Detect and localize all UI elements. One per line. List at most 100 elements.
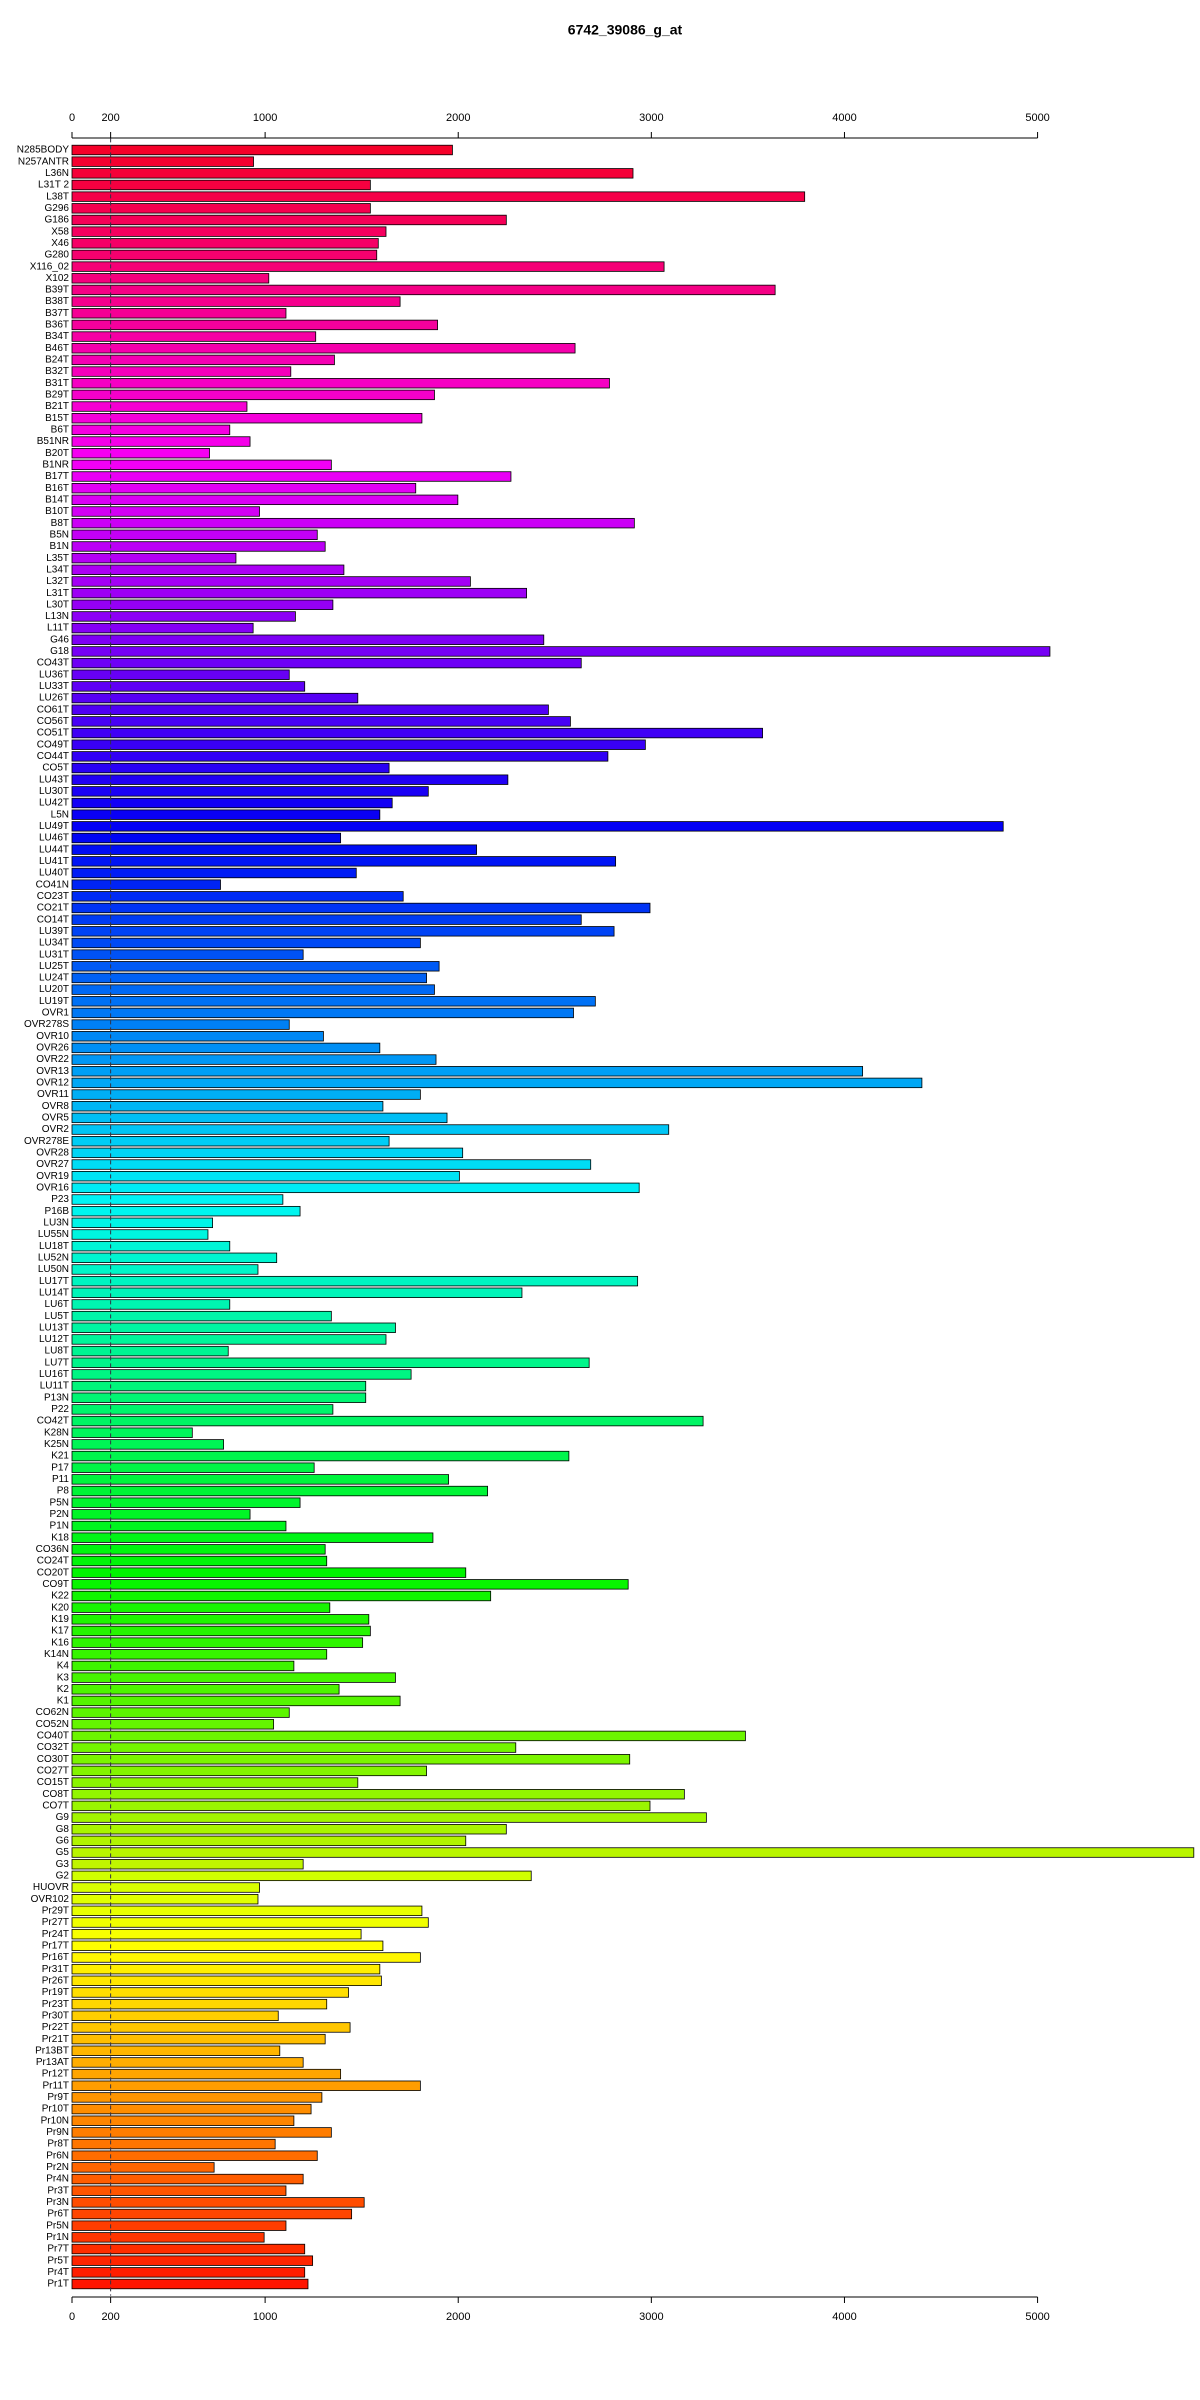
y-tick-label: LU11T [40, 1381, 69, 1392]
y-tick-label: LU25T [39, 961, 69, 972]
bar [71, 1136, 390, 1147]
y-tick-label: P23 [51, 1194, 69, 1205]
bar [71, 646, 1051, 657]
y-tick-label: L31T 2 [38, 180, 69, 191]
bar [71, 1497, 301, 1508]
bar [71, 681, 306, 692]
bar [71, 1171, 460, 1182]
bar [71, 1404, 334, 1415]
y-tick-label: B16T [45, 483, 69, 494]
y-tick-label: CO40T [37, 1731, 69, 1742]
bar [71, 1054, 437, 1065]
y-tick-label: Pr22T [42, 2022, 69, 2033]
bar [71, 1007, 574, 1019]
y-tick-label: Pr31T [42, 1964, 69, 1975]
bar [71, 319, 438, 331]
y-tick-label: OVR28 [36, 1148, 69, 1159]
bar [71, 1742, 517, 1753]
y-tick-label: OVR8 [42, 1101, 70, 1112]
bar [71, 1754, 631, 1765]
x-tick-label: 4000 [832, 2311, 856, 2323]
bar [71, 2267, 306, 2278]
bar [71, 1229, 209, 1240]
bar [71, 879, 221, 890]
y-tick-label: K3 [57, 1672, 70, 1683]
bar [71, 832, 342, 844]
bar [71, 996, 596, 1007]
y-tick-label: CO21T [37, 903, 69, 914]
y-tick-label: Pr19T [42, 1987, 69, 1998]
y-tick-label: B39T [45, 285, 69, 296]
bar [71, 1392, 367, 1403]
bar [71, 1777, 359, 1788]
y-tick-label: Pr17T [42, 1940, 69, 1951]
bar [71, 1579, 629, 1590]
y-tick-label: B17T [45, 471, 69, 482]
y-tick-label: G3 [56, 1859, 70, 1870]
bar [71, 1882, 260, 1893]
bar [71, 1905, 423, 1917]
y-tick-label: CO8T [42, 1789, 69, 1800]
y-tick-label: LU16T [39, 1369, 69, 1380]
bar [71, 1520, 287, 1532]
y-tick-label: L38T [46, 191, 69, 202]
y-tick-label: CO42T [37, 1416, 69, 1427]
bar [71, 2162, 215, 2173]
bar [71, 1182, 640, 1194]
bar [71, 1567, 467, 1578]
bar [71, 308, 287, 319]
bar [71, 1112, 448, 1124]
bar [71, 2243, 306, 2255]
bar [71, 389, 435, 401]
bar [71, 1066, 864, 1077]
bar [71, 774, 509, 785]
bar [71, 1019, 290, 1030]
bar [71, 1042, 381, 1054]
bar [71, 867, 357, 879]
bar [71, 459, 332, 471]
bar [71, 611, 296, 622]
y-tick-label: B51NR [37, 436, 69, 447]
bar [71, 2220, 287, 2231]
bar [71, 2208, 353, 2220]
bar [71, 1275, 639, 1287]
y-tick-label: LU24T [39, 973, 69, 984]
bar [71, 249, 378, 261]
y-tick-label: Pr12T [42, 2069, 69, 2080]
bar [71, 1474, 449, 1485]
bar [71, 1998, 328, 2010]
x-tick-label: 3000 [639, 112, 663, 124]
y-tick-label: P11 [52, 1474, 69, 1485]
bar [71, 517, 635, 529]
y-tick-label: B37T [45, 308, 69, 319]
bar [71, 914, 582, 925]
bar [71, 2080, 421, 2091]
y-tick-label: L35T [46, 553, 69, 564]
bar [71, 1952, 421, 1963]
y-tick-label: X102 [46, 273, 70, 284]
bar [71, 284, 776, 296]
bar [71, 961, 440, 972]
bar [71, 1707, 290, 1718]
y-tick-label: K1 [57, 1696, 70, 1707]
bar [71, 1264, 259, 1275]
y-tick-label: LU33T [39, 681, 69, 692]
bar [71, 657, 582, 669]
y-tick-label: CO23T [37, 891, 69, 902]
bar [71, 704, 549, 715]
y-tick-label: OVR278S [24, 1019, 69, 1030]
bar [71, 261, 665, 272]
bar [71, 2232, 265, 2243]
y-tick-label: K20 [51, 1602, 69, 1613]
y-tick-label: Pr10T [42, 2104, 69, 2115]
bar [71, 949, 304, 960]
bar [71, 354, 335, 366]
bar [71, 296, 401, 307]
bar [71, 179, 371, 191]
bar [71, 1812, 707, 1823]
bar [71, 564, 345, 575]
y-tick-label: B15T [45, 413, 69, 424]
y-tick-label: LU18T [39, 1241, 69, 1252]
bar [71, 937, 421, 949]
y-tick-label: Pr4T [47, 2267, 69, 2278]
